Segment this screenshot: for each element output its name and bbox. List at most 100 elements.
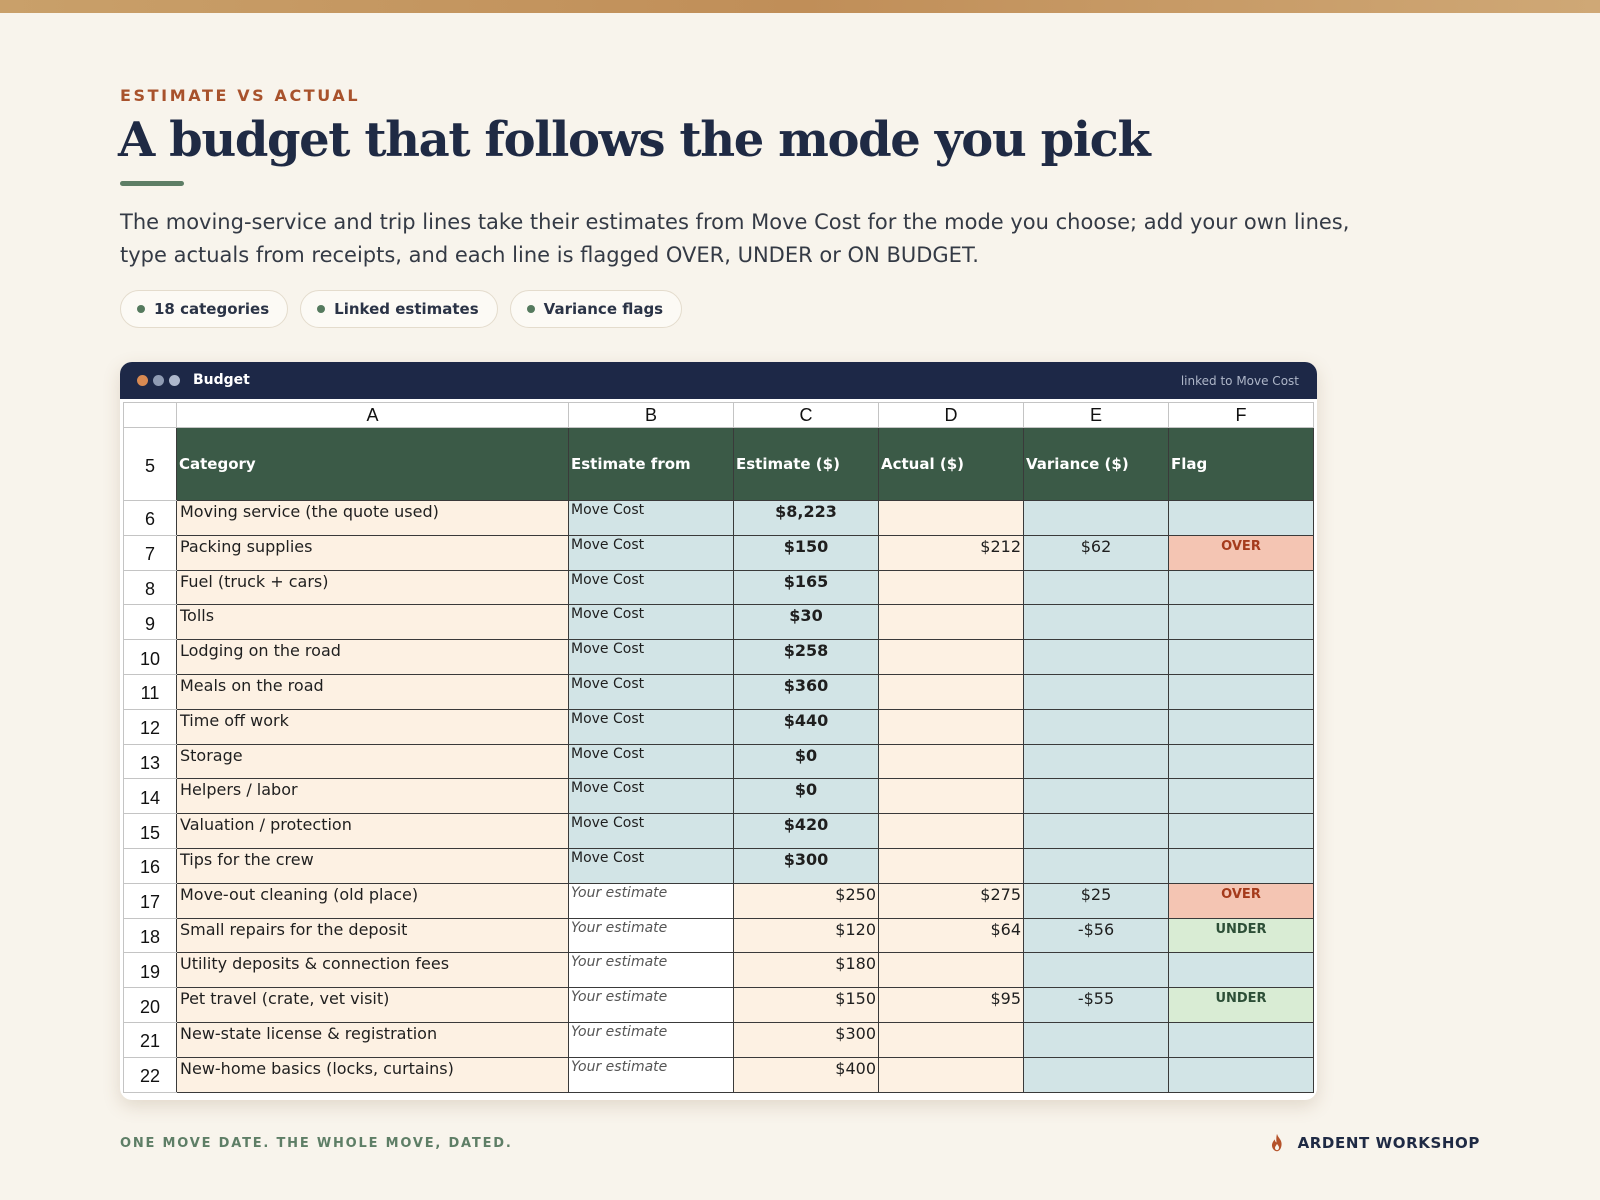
row-number[interactable]: 13 (123, 743, 177, 780)
maximize-dot-icon[interactable] (169, 375, 180, 386)
flag-cell[interactable] (1168, 847, 1314, 884)
estimate-cell[interactable]: $440 (733, 708, 879, 745)
actual-cell[interactable]: $64 (878, 917, 1024, 954)
row-number[interactable]: 10 (123, 639, 177, 675)
row-number[interactable]: 6 (123, 500, 177, 536)
category-cell[interactable]: Lodging on the road (176, 639, 569, 675)
actual-cell[interactable] (878, 569, 1024, 606)
actual-cell[interactable]: $212 (878, 534, 1024, 571)
flag-cell[interactable] (1168, 708, 1314, 745)
category-cell[interactable]: Tips for the crew (176, 847, 569, 884)
row-number[interactable]: 11 (123, 673, 177, 710)
estimate-source-cell[interactable]: Your estimate (568, 1021, 734, 1058)
estimate-source-cell[interactable]: Move Cost (568, 778, 734, 815)
variance-cell[interactable] (1023, 847, 1169, 884)
column-header-d[interactable]: D (878, 402, 1024, 428)
estimate-cell[interactable]: $165 (733, 569, 879, 606)
actual-cell[interactable] (878, 708, 1024, 745)
estimate-cell[interactable]: $360 (733, 673, 879, 710)
estimate-cell[interactable]: $150 (733, 987, 879, 1023)
variance-cell[interactable] (1023, 813, 1169, 849)
actual-cell[interactable] (878, 778, 1024, 815)
estimate-source-cell[interactable]: Move Cost (568, 708, 734, 745)
header-variance[interactable]: Variance ($) (1023, 427, 1169, 501)
estimate-source-cell[interactable]: Move Cost (568, 847, 734, 884)
estimate-cell[interactable]: $0 (733, 778, 879, 815)
variance-cell[interactable]: -$55 (1023, 987, 1169, 1023)
row-number[interactable]: 22 (123, 1056, 177, 1093)
category-cell[interactable]: Helpers / labor (176, 778, 569, 815)
category-cell[interactable]: Tolls (176, 604, 569, 641)
variance-cell[interactable] (1023, 639, 1169, 675)
row-number[interactable]: 12 (123, 708, 177, 745)
column-header-f[interactable]: F (1168, 402, 1314, 428)
row-number[interactable]: 9 (123, 604, 177, 641)
row-number[interactable]: 21 (123, 1021, 177, 1058)
variance-cell[interactable] (1023, 778, 1169, 815)
flag-cell[interactable] (1168, 604, 1314, 641)
variance-cell[interactable] (1023, 952, 1169, 989)
category-cell[interactable]: Valuation / protection (176, 813, 569, 849)
estimate-cell[interactable]: $300 (733, 1021, 879, 1058)
actual-cell[interactable] (878, 847, 1024, 884)
estimate-source-cell[interactable]: Move Cost (568, 534, 734, 571)
category-cell[interactable]: Pet travel (crate, vet visit) (176, 987, 569, 1023)
variance-cell[interactable] (1023, 569, 1169, 606)
actual-cell[interactable] (878, 952, 1024, 989)
estimate-source-cell[interactable]: Move Cost (568, 673, 734, 710)
actual-cell[interactable] (878, 673, 1024, 710)
variance-cell[interactable]: $25 (1023, 882, 1169, 919)
flag-cell[interactable] (1168, 1021, 1314, 1058)
estimate-cell[interactable]: $400 (733, 1056, 879, 1093)
estimate-source-cell[interactable]: Your estimate (568, 952, 734, 989)
estimate-source-cell[interactable]: Move Cost (568, 813, 734, 849)
column-header-c[interactable]: C (733, 402, 879, 428)
variance-cell[interactable] (1023, 673, 1169, 710)
header-category[interactable]: Category (176, 427, 569, 501)
category-cell[interactable]: Move-out cleaning (old place) (176, 882, 569, 919)
variance-cell[interactable] (1023, 604, 1169, 641)
variance-cell[interactable] (1023, 1021, 1169, 1058)
flag-cell[interactable] (1168, 500, 1314, 536)
flag-cell[interactable] (1168, 813, 1314, 849)
category-cell[interactable]: Packing supplies (176, 534, 569, 571)
estimate-cell[interactable]: $150 (733, 534, 879, 571)
corner-cell[interactable] (123, 402, 177, 428)
category-cell[interactable]: Moving service (the quote used) (176, 500, 569, 536)
header-estimate-from[interactable]: Estimate from (568, 427, 734, 501)
header-estimate[interactable]: Estimate ($) (733, 427, 879, 501)
actual-cell[interactable] (878, 813, 1024, 849)
row-number[interactable]: 18 (123, 917, 177, 954)
estimate-cell[interactable]: $8,223 (733, 500, 879, 536)
flag-cell[interactable] (1168, 778, 1314, 815)
category-cell[interactable]: Utility deposits & connection fees (176, 952, 569, 989)
row-number[interactable]: 16 (123, 847, 177, 884)
estimate-cell[interactable]: $258 (733, 639, 879, 675)
actual-cell[interactable] (878, 1056, 1024, 1093)
flag-cell[interactable]: UNDER (1168, 917, 1314, 954)
category-cell[interactable]: New-state license & registration (176, 1021, 569, 1058)
row-number[interactable]: 17 (123, 882, 177, 919)
estimate-source-cell[interactable]: Your estimate (568, 987, 734, 1023)
flag-cell[interactable]: UNDER (1168, 987, 1314, 1023)
estimate-source-cell[interactable]: Move Cost (568, 500, 734, 536)
estimate-cell[interactable]: $300 (733, 847, 879, 884)
estimate-source-cell[interactable]: Move Cost (568, 639, 734, 675)
estimate-source-cell[interactable]: Your estimate (568, 1056, 734, 1093)
category-cell[interactable]: Meals on the road (176, 673, 569, 710)
actual-cell[interactable] (878, 743, 1024, 780)
estimate-source-cell[interactable]: Move Cost (568, 604, 734, 641)
actual-cell[interactable] (878, 500, 1024, 536)
row-number[interactable]: 20 (123, 987, 177, 1023)
row-number[interactable]: 15 (123, 813, 177, 849)
flag-cell[interactable]: OVER (1168, 534, 1314, 571)
row-number[interactable]: 5 (123, 427, 177, 501)
variance-cell[interactable] (1023, 500, 1169, 536)
flag-cell[interactable] (1168, 639, 1314, 675)
estimate-source-cell[interactable]: Move Cost (568, 569, 734, 606)
flag-cell[interactable] (1168, 743, 1314, 780)
actual-cell[interactable]: $275 (878, 882, 1024, 919)
variance-cell[interactable] (1023, 1056, 1169, 1093)
column-header-b[interactable]: B (568, 402, 734, 428)
flag-cell[interactable] (1168, 1056, 1314, 1093)
